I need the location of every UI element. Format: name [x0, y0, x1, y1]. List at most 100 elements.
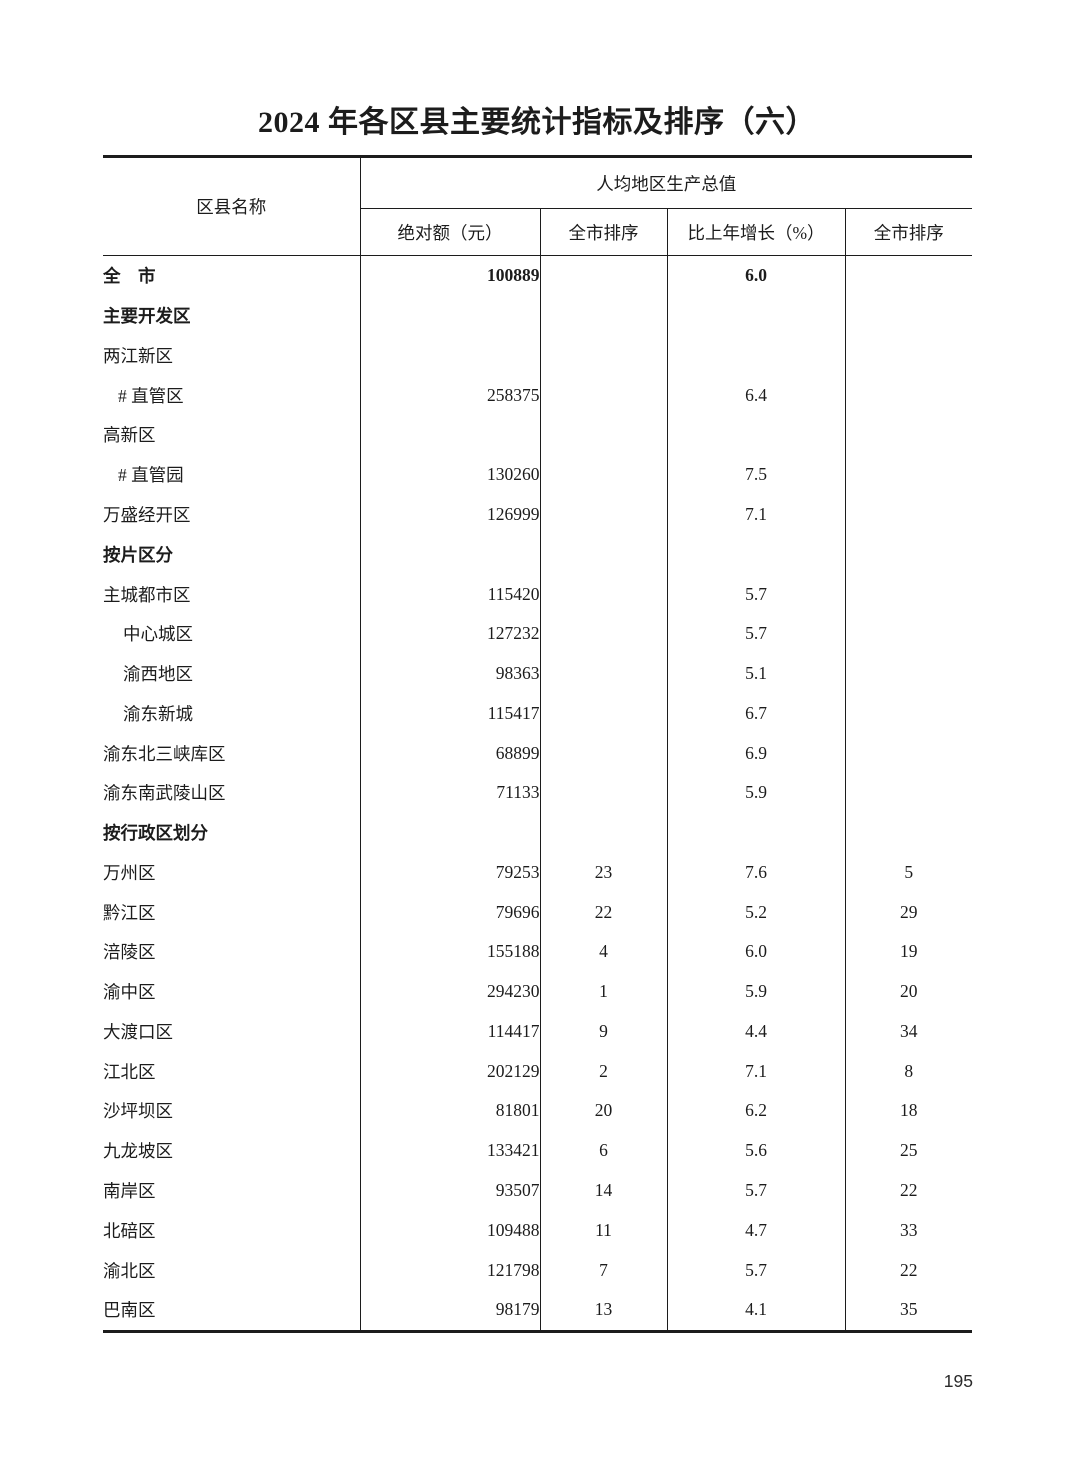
- table-row: 主城都市区 115420 5.7: [103, 574, 972, 614]
- header-city-rank-1: 全市排序: [540, 208, 668, 256]
- gdp-per-capita-value-cell: 155188: [360, 932, 541, 972]
- region-name-cell: 按行政区划分: [103, 812, 361, 853]
- gdp-per-capita-value-cell: [360, 415, 541, 455]
- growth-value-cell: [667, 534, 846, 575]
- region-name-cell: 沙坪坝区: [103, 1091, 361, 1131]
- header-growth: 比上年增长（%）: [667, 208, 846, 256]
- table-row: 南岸区 93507 14 5.7 22: [103, 1170, 972, 1211]
- gdp-city-rank-cell: 2: [540, 1051, 668, 1092]
- region-name-cell: 渝中区: [103, 971, 361, 1012]
- gdp-per-capita-value-cell: 127232: [360, 613, 541, 654]
- gdp-city-rank-cell: [540, 653, 668, 694]
- growth-city-rank-cell: 35: [900, 1299, 918, 1320]
- growth-value-cell: 4.4: [667, 1011, 846, 1052]
- table-row: 按片区分: [103, 534, 972, 575]
- gdp-city-rank-cell: 14: [540, 1170, 668, 1211]
- page-title: 2024 年各区县主要统计指标及排序（六）: [258, 106, 816, 139]
- gdp-per-capita-value-cell: 93507: [360, 1170, 541, 1211]
- region-name-cell: 两江新区: [103, 335, 361, 376]
- growth-city-rank-cell: [845, 773, 972, 813]
- region-name-cell: # 直管区: [103, 375, 361, 416]
- region-name-cell: 万州区: [103, 852, 361, 893]
- region-name-cell: 九龙坡区: [103, 1130, 361, 1171]
- region-name-cell: 主城都市区: [103, 574, 361, 614]
- gdp-per-capita-value-cell: 100889: [360, 255, 541, 296]
- growth-city-rank-cell: [845, 693, 972, 733]
- table-header: 区县名称 人均地区生产总值 绝对额（元） 全市排序 比上年增长（%） 全市排序: [103, 156, 972, 256]
- region-name-cell: 主要开发区: [103, 295, 361, 336]
- table-row: 涪陵区 155188 4 6.0 19: [103, 932, 972, 972]
- growth-city-rank-cell: [845, 296, 972, 336]
- table-row: 按行政区划分: [103, 812, 972, 853]
- gdp-per-capita-value-cell: [360, 534, 541, 575]
- region-name-cell: 南岸区: [103, 1170, 361, 1211]
- gdp-per-capita-value-cell: 202129: [360, 1051, 541, 1092]
- gdp-per-capita-value-cell: 98179: [360, 1289, 541, 1332]
- gdp-city-rank-cell: [540, 454, 668, 495]
- growth-value-cell: 5.7: [667, 613, 846, 654]
- growth-value-cell: 6.0: [667, 932, 846, 972]
- gdp-city-rank-cell: [540, 693, 668, 734]
- stats-table: 区县名称 人均地区生产总值 绝对额（元） 全市排序 比上年增长（%） 全市排序 …: [103, 155, 972, 1333]
- growth-city-rank-cell: 5: [904, 861, 914, 882]
- gdp-city-rank-cell: [540, 415, 668, 455]
- table-row: 渝东新城 115417 6.7: [103, 693, 972, 734]
- growth-value-cell: 4.1: [667, 1289, 846, 1332]
- table-row: 沙坪坝区 81801 20 6.2 18: [103, 1091, 972, 1131]
- table-row: 高新区: [103, 415, 972, 455]
- growth-value-cell: 5.9: [667, 971, 846, 1012]
- region-name-cell: 万盛经开区: [103, 494, 361, 535]
- region-name-cell: 涪陵区: [103, 932, 361, 972]
- gdp-city-rank-cell: [540, 335, 668, 376]
- table-row: 两江新区: [103, 335, 972, 376]
- region-name-cell: 渝北区: [103, 1250, 361, 1290]
- gdp-city-rank-cell: 7: [540, 1250, 668, 1290]
- growth-value-cell: 5.1: [667, 653, 846, 694]
- region-name-cell: 大渡口区: [103, 1011, 361, 1052]
- table-row: 中心城区 127232 5.7: [103, 613, 972, 654]
- gdp-per-capita-value-cell: 98363: [360, 653, 541, 694]
- growth-city-rank-cell: 22: [900, 1259, 918, 1280]
- gdp-per-capita-value-cell: 294230: [360, 971, 541, 1012]
- table-row: 巴南区 98179 13 4.1 35: [103, 1289, 972, 1332]
- gdp-city-rank-cell: [540, 534, 668, 575]
- growth-value-cell: 6.0: [667, 255, 846, 296]
- gdp-per-capita-value-cell: [360, 295, 541, 336]
- growth-value-cell: 5.2: [667, 892, 846, 933]
- gdp-city-rank-cell: 9: [540, 1011, 668, 1052]
- table-row: 黔江区 79696 22 5.2 29: [103, 892, 972, 933]
- region-name-cell: 渝西地区: [103, 653, 361, 694]
- table-row: 全 市 100889 6.0: [103, 255, 972, 296]
- growth-value-cell: 5.9: [667, 772, 846, 813]
- growth-value-cell: [667, 415, 846, 455]
- growth-value-cell: 6.9: [667, 733, 846, 773]
- table-row: 渝西地区 98363 5.1: [103, 653, 972, 694]
- gdp-city-rank-cell: 1: [540, 971, 668, 1012]
- table-row: 渝东南武陵山区 71133 5.9: [103, 772, 972, 813]
- gdp-per-capita-value-cell: 109488: [360, 1210, 541, 1251]
- growth-city-rank-cell: [845, 813, 972, 853]
- gdp-city-rank-cell: [540, 574, 668, 614]
- growth-value-cell: 7.1: [667, 1051, 846, 1092]
- growth-value-cell: [667, 295, 846, 336]
- gdp-city-rank-cell: 23: [540, 852, 668, 893]
- growth-value-cell: 7.6: [667, 852, 846, 893]
- growth-city-rank-cell: [845, 614, 972, 654]
- growth-city-rank-cell: [845, 534, 972, 574]
- gdp-per-capita-value-cell: 121798: [360, 1250, 541, 1290]
- growth-city-rank-cell: 33: [900, 1219, 918, 1240]
- growth-city-rank-cell: [845, 495, 972, 535]
- gdp-per-capita-value-cell: 115417: [360, 693, 541, 734]
- table-body: 全 市 100889 6.0 主要开发区 两江新区 # 直管区 258375 6…: [103, 255, 972, 1332]
- table-row: # 直管园 130260 7.5: [103, 454, 972, 495]
- gdp-per-capita-value-cell: 81801: [360, 1091, 541, 1131]
- growth-city-rank-cell: 8: [904, 1060, 914, 1081]
- region-name-cell: 渝东南武陵山区: [103, 772, 361, 813]
- growth-value-cell: 5.7: [667, 1250, 846, 1290]
- growth-value-cell: [667, 812, 846, 853]
- growth-city-rank-cell: 18: [900, 1100, 918, 1121]
- gdp-per-capita-value-cell: [360, 335, 541, 376]
- growth-city-rank-cell: [845, 256, 972, 296]
- gdp-city-rank-cell: [540, 375, 668, 416]
- header-gdp-per-capita-group: 人均地区生产总值: [360, 156, 972, 209]
